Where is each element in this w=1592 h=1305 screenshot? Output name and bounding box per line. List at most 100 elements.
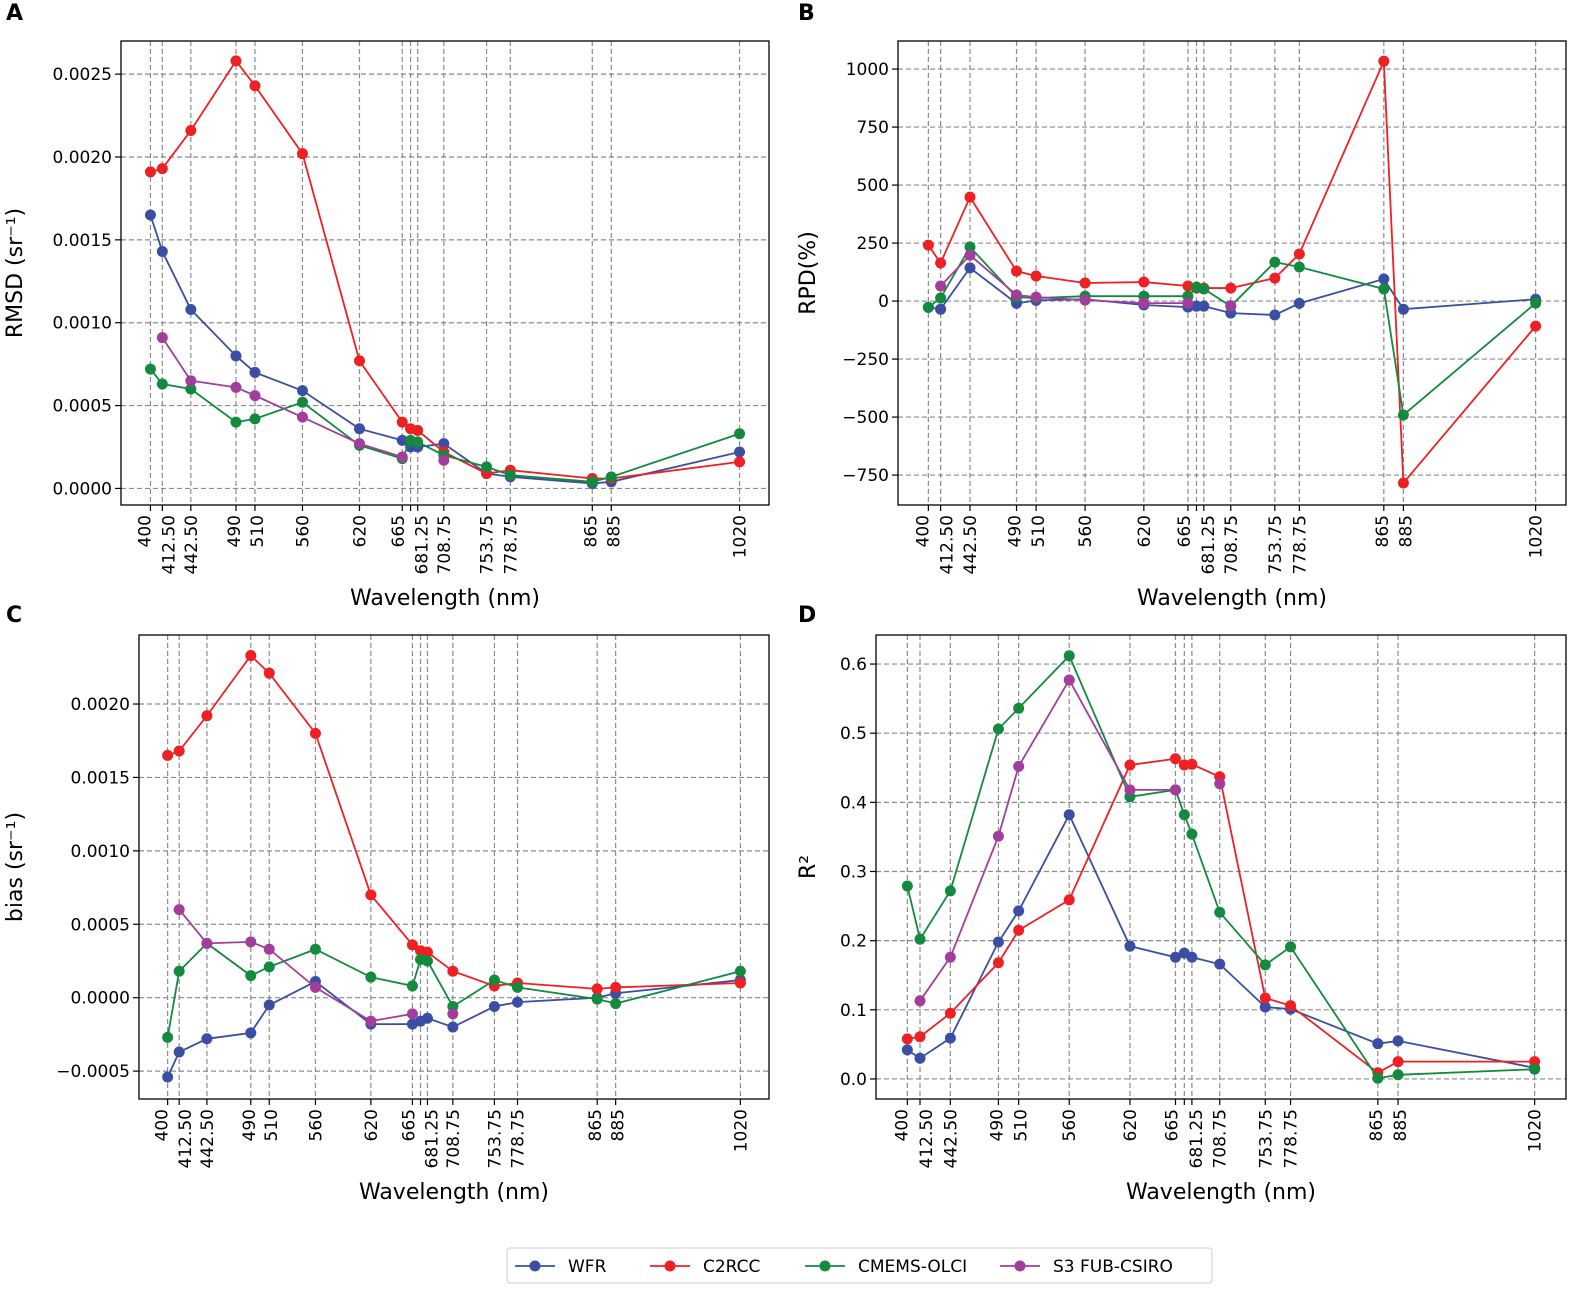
data-point xyxy=(296,396,308,408)
data-point xyxy=(185,383,197,395)
data-point xyxy=(914,1052,926,1064)
data-point xyxy=(1259,959,1271,971)
x-tick-label: 412.50 xyxy=(938,515,958,574)
data-point xyxy=(591,983,603,995)
x-tick-label: 708.75 xyxy=(444,1109,464,1168)
x-tick-label: 708.75 xyxy=(1222,515,1242,574)
data-point xyxy=(412,424,424,436)
y-tick-label: 0.0010 xyxy=(71,842,130,862)
data-point xyxy=(173,904,185,916)
data-point xyxy=(1269,272,1281,284)
data-point xyxy=(1178,809,1190,821)
x-tick-label: 400 xyxy=(135,515,155,547)
y-tick-label: 0.0020 xyxy=(71,695,130,715)
panel-c: 400 412.50 442.50 490 510 560 620 665 681.25 708.… xyxy=(3,603,770,1205)
x-tick-label: 560 xyxy=(293,515,313,547)
data-point xyxy=(309,943,321,955)
series-line xyxy=(919,678,1176,1002)
data-point xyxy=(144,209,156,221)
x-axis-label: Wavelength (nm) xyxy=(1126,1180,1316,1205)
data-point xyxy=(1397,477,1409,489)
data-point xyxy=(481,461,493,473)
data-point xyxy=(1269,309,1281,321)
panel-b: 400 412.50 442.50 490 510 560 620 665 681.25 708.… xyxy=(796,1,1567,611)
data-point xyxy=(935,257,947,269)
data-point xyxy=(992,936,1004,948)
data-point xyxy=(935,292,947,304)
data-point xyxy=(1182,297,1194,309)
legend-item: S3 FUB-CSIRO xyxy=(1000,1257,1173,1277)
y-tick-label: 0.0 xyxy=(840,1070,867,1090)
y-axis-label: bias (sr⁻¹) xyxy=(3,812,28,922)
y-tick-label: 0.0000 xyxy=(53,479,112,499)
series-line xyxy=(906,654,1535,1080)
data-point xyxy=(1285,1000,1297,1012)
data-point xyxy=(1530,320,1542,332)
data-point xyxy=(1124,940,1136,952)
data-point xyxy=(914,995,926,1007)
data-point xyxy=(201,937,213,949)
x-tick-label: 1020 xyxy=(1526,1109,1546,1152)
x-tick-label: 510 xyxy=(262,1109,282,1141)
data-point xyxy=(156,245,168,257)
data-point xyxy=(512,996,524,1008)
legend: WFR C2RCC CMEMS-OLCI S3 FUB-CSIRO xyxy=(506,1247,1213,1284)
data-point xyxy=(263,999,275,1011)
axes-frame xyxy=(120,40,770,506)
y-tick-label: 250 xyxy=(857,234,889,254)
legend-item: WFR xyxy=(515,1257,607,1277)
y-tick-label: −500 xyxy=(842,408,889,428)
y-axis-label: RPD(%) xyxy=(796,231,821,315)
data-point xyxy=(156,378,168,390)
data-point xyxy=(230,416,242,428)
data-point xyxy=(421,955,433,967)
data-point xyxy=(1285,941,1297,953)
y-tick-label: 0.0020 xyxy=(53,148,112,168)
y-tick-label: 0.3 xyxy=(840,862,867,882)
x-tick-label: 510 xyxy=(1029,515,1049,547)
data-point xyxy=(1293,248,1305,260)
y-tick-label: 0.6 xyxy=(840,655,867,675)
x-tick-label: 681.25 xyxy=(1199,515,1219,574)
data-point xyxy=(944,1007,956,1019)
x-tick-label: 681.25 xyxy=(413,515,433,574)
data-point xyxy=(406,1008,418,1020)
y-tick-label: 1000 xyxy=(846,60,889,80)
x-tick-label: 490 xyxy=(1006,515,1026,547)
series-cmems-olci xyxy=(901,650,1541,1084)
data-point xyxy=(365,1015,377,1027)
y-tick-label: 0.4 xyxy=(840,793,867,813)
y-tick-label: 0.2 xyxy=(840,932,867,952)
data-point xyxy=(1186,758,1198,770)
series-c2rcc xyxy=(922,55,1542,489)
data-point xyxy=(605,471,617,483)
data-point xyxy=(249,366,261,378)
data-point xyxy=(1013,905,1025,917)
data-point xyxy=(162,1031,174,1043)
data-point xyxy=(185,303,197,315)
data-point xyxy=(438,454,450,466)
data-point xyxy=(1030,291,1042,303)
data-point xyxy=(734,428,746,440)
data-point xyxy=(586,476,598,488)
data-point xyxy=(1378,55,1390,67)
series-wfr xyxy=(162,974,746,1083)
x-tick-label: 885 xyxy=(604,515,624,547)
data-point xyxy=(1011,265,1023,277)
x-tick-label: 620 xyxy=(350,515,370,547)
data-point xyxy=(1214,906,1226,918)
data-point xyxy=(944,951,956,963)
legend-label: S3 FUB-CSIRO xyxy=(1053,1257,1173,1277)
data-point xyxy=(734,446,746,458)
data-point xyxy=(447,965,459,977)
axes-frame xyxy=(875,634,1567,1100)
y-tick-label: −750 xyxy=(842,466,889,486)
data-point xyxy=(421,946,433,958)
data-point xyxy=(964,191,976,203)
data-point xyxy=(406,980,418,992)
x-tick-label: 560 xyxy=(1076,515,1096,547)
data-point xyxy=(173,1046,185,1058)
x-tick-label: 400 xyxy=(153,1109,173,1141)
y-tick-label: 0.0010 xyxy=(53,314,112,334)
y-tick-label: 0.0000 xyxy=(71,989,130,1009)
